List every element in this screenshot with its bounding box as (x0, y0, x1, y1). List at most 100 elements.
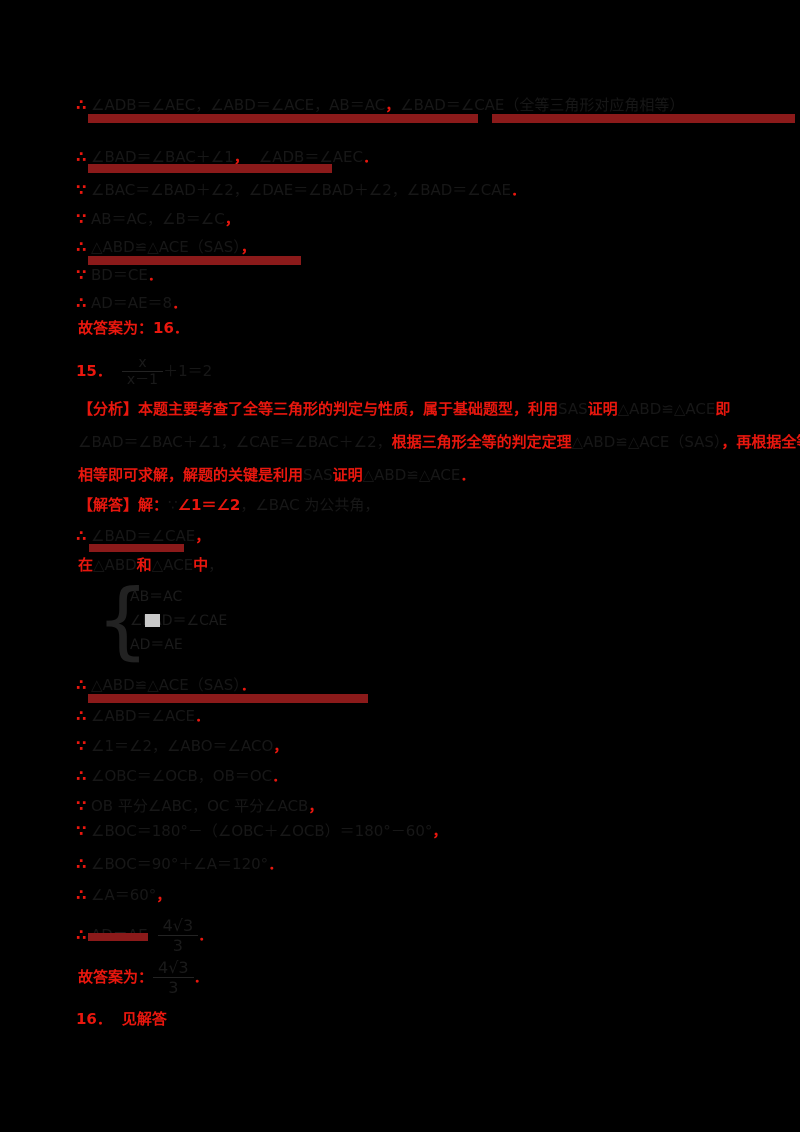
math-run: SAS (558, 400, 588, 418)
emphasis-underline (88, 164, 332, 173)
math-run: △ABD≌△ACE（SAS） (91, 238, 241, 256)
answer-label: 故答案为： (78, 319, 154, 337)
proof-line: ∴ AD＝AE＝8． (76, 294, 187, 313)
red-comma: ， (308, 797, 324, 815)
emphasis-underline (88, 114, 478, 123)
therefore-symbol: ∴ (76, 886, 87, 904)
proof-line: ∴ △ABD≌△ACE（SAS）． (76, 676, 256, 695)
proof-line: ∵ ∠1＝∠2，∠ABO＝∠ACO， (76, 737, 288, 756)
analysis-text: ． (460, 466, 476, 484)
therefore-symbol: ∴ (76, 767, 87, 785)
red-comma: ， (233, 148, 249, 166)
red-char: 和 (136, 556, 152, 574)
math-run: BD＝CE (91, 266, 148, 284)
analysis-text: 证明 (332, 466, 363, 484)
problem-answer-ref: 见解答 (121, 1010, 167, 1028)
analysis-text: 即 (715, 400, 731, 418)
math-run: ∠BOC＝90°＋∠A＝120° (91, 855, 269, 873)
figure-row: AD＝AE (130, 637, 183, 653)
therefore-symbol: ∴ (76, 855, 87, 873)
fraction-denominator: 3 (153, 977, 194, 997)
analysis-text: ，再根据全等三角形对应边 (721, 433, 800, 451)
emphasis-underline (88, 933, 148, 941)
because-symbol: ∵ (76, 737, 87, 755)
problem-number: 15． (76, 362, 112, 380)
red-period: ． (172, 294, 188, 312)
math-run: ，∠BAC 为公共角， (240, 496, 380, 514)
therefore-symbol: ∴ (76, 148, 87, 166)
fraction-denominator: x－1 (121, 371, 164, 388)
math-run: △ACE (151, 556, 194, 574)
math-run: ∠BAD＝∠BAC＋∠1 (91, 148, 234, 166)
red-comma: ， (156, 886, 172, 904)
red-char: 在 (78, 556, 94, 574)
answer-note: 故答案为： 4√3 3 ． (78, 958, 209, 997)
proof-line: ∵ ∠BOC＝180°－（∠OBC＋∠OCB）＝180°－60°， (76, 822, 447, 841)
red-comma: ， (224, 210, 240, 228)
math-run: △ABD≌△ACE（SAS） (571, 433, 722, 451)
math-run: OB 平分∠ABC，OC 平分∠ACB (91, 797, 309, 815)
math-run: ∠BAD＝∠CAE (91, 527, 196, 545)
math-run: ∠OBC＝∠OCB，OB＝OC (91, 767, 273, 785)
because-symbol: ∵ (76, 181, 87, 199)
emphasis-underline (88, 256, 301, 265)
red-period: ． (147, 266, 163, 284)
math-run: ∠BOC＝180°－（∠OBC＋∠OCB）＝180°－60° (91, 822, 433, 840)
because-symbol: ∵ (76, 822, 87, 840)
therefore-symbol: ∴ (76, 926, 87, 944)
therefore-symbol: ∴ (76, 96, 87, 114)
answer-value: 16． (153, 319, 189, 337)
emphasis-underline (89, 544, 184, 552)
proof-line: ∴ △ABD≌△ACE（SAS）， (76, 238, 256, 257)
red-period: ． (362, 148, 378, 166)
math-run: ∠ABD＝∠ACE (91, 707, 195, 725)
proof-line: ∴ ∠OBC＝∠OCB，OB＝OC． (76, 767, 287, 786)
analysis-text: 根据三角形全等的判定定理 (391, 433, 572, 451)
proof-line: ∴ ∠ABD＝∠ACE． (76, 707, 210, 726)
math-run: ∠1＝∠2，∠ABO＝∠ACO (91, 737, 274, 755)
red-period: ． (198, 926, 214, 944)
therefore-symbol: ∴ (76, 527, 87, 545)
figure-highlight (145, 614, 160, 627)
red-period: ． (193, 968, 209, 986)
analysis-text: 相等即可求解，解题的关键是利用 (78, 466, 304, 484)
therefore-symbol: ∴ (76, 238, 87, 256)
math-run: AB＝AC，∠B＝∠C (91, 210, 225, 228)
math-run: ∵ (168, 496, 178, 514)
because-symbol: ∵ (76, 210, 87, 228)
problem-number: 16． (76, 1010, 112, 1028)
math-run: △ABD≌△ACE (362, 466, 461, 484)
emphasis-underline (88, 694, 368, 703)
brace-icon: { (96, 571, 150, 669)
therefore-symbol: ∴ (76, 707, 87, 725)
fraction-numerator: x (138, 355, 147, 371)
proof-line: ∵ OB 平分∠ABC，OC 平分∠ACB， (76, 797, 323, 816)
proof-line: ∴ ∠ADB＝∠AEC，∠ABD＝∠ACE，AB＝AC，∠BAD＝∠CAE（全等三… (76, 96, 684, 115)
math-run: ∠BAD＝∠CAE（全等三角形对应角相等） (400, 96, 685, 114)
proof-line: ∵ BD＝CE． (76, 266, 163, 285)
math-run: ∠ADB＝∠AEC (258, 148, 363, 166)
because-symbol: ∵ (76, 797, 87, 815)
proof-line: ∵ ∠BAC＝∠BAD＋∠2，∠DAE＝∠BAD＋∠2，∠BAD＝∠CAE． (76, 181, 526, 200)
math-run: ∠BAC＝∠BAD＋∠2，∠DAE＝∠BAD＋∠2，∠BAD＝∠CAE (91, 181, 511, 199)
therefore-symbol: ∴ (76, 294, 87, 312)
math-run: △ABD (93, 556, 137, 574)
math-run: ， (208, 556, 224, 574)
math-run: △ABD≌△ACE (617, 400, 716, 418)
proof-line: ∴ ∠BOC＝90°＋∠A＝120°． (76, 855, 283, 874)
fraction-denominator: 3 (157, 935, 199, 955)
emphasis-underline (492, 114, 795, 123)
math-run: AD＝AE＝8 (91, 294, 173, 312)
geometry-figure: { AB＝AC ∠BAD＝∠CAE AD＝AE (96, 578, 276, 662)
analysis-line-1: 【分析】本题主要考查了全等三角形的判定与性质，属于基础题型，利用SAS证明△AB… (78, 400, 730, 419)
fraction: x x－1 (121, 355, 164, 388)
math-run: ∠ADB＝∠AEC，∠ABD＝∠ACE，AB＝AC (91, 96, 386, 114)
answer-note: 故答案为：16． (78, 319, 189, 338)
proof-line: ∴ ∠BAD＝∠CAE， (76, 527, 210, 546)
proof-line: ∴ ∠BAD＝∠BAC＋∠1， ∠ADB＝∠AEC． (76, 148, 378, 167)
analysis-text: 证明 (587, 400, 618, 418)
red-period: ． (272, 767, 288, 785)
proof-line: ∵ AB＝AC，∠B＝∠C， (76, 210, 240, 229)
proof-line: ∴ ∠A＝60°， (76, 886, 171, 905)
